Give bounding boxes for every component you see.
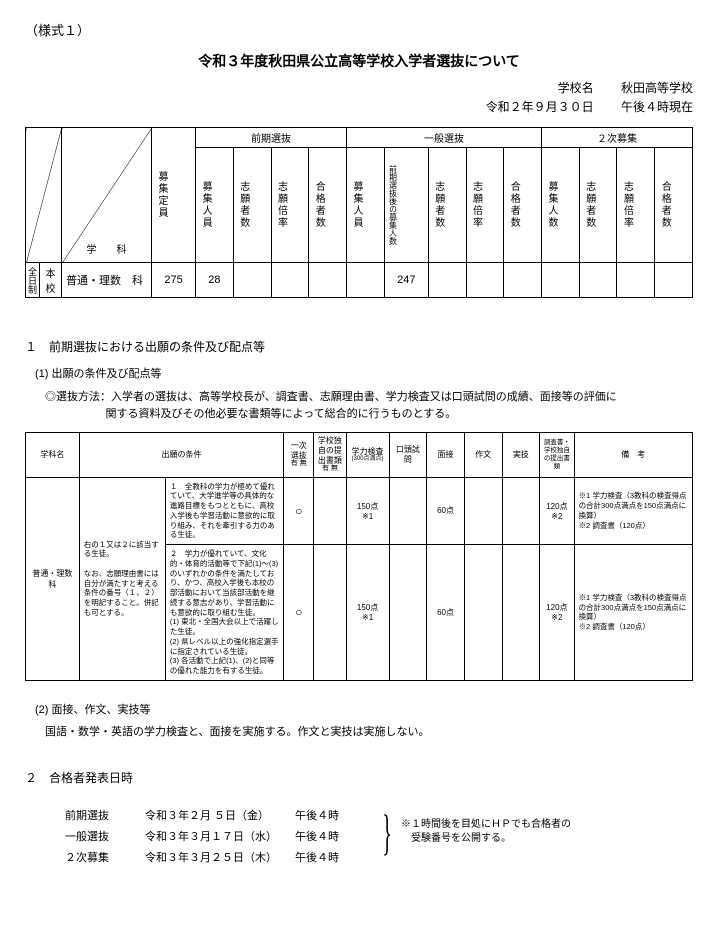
sched-name-2: ２次募集: [65, 848, 145, 869]
cond-row-1: 普通・理数科 右の１又は２に該当する生徒。 なお、志願理由書には自分が満たすと考…: [26, 477, 693, 545]
method-l1: 入学者の選抜は、高等学校長が、調査書、志願理由書、学力検査又は口頭試問の成績、面…: [111, 391, 617, 403]
ch-jitsugi: 実技: [502, 433, 540, 477]
bracket-text: ※１時間後を目処にＨＰでも合格者の 受験番号を公開する。: [401, 818, 571, 846]
header-date: 令和２年９月３０日: [486, 100, 594, 114]
method-text: ◎選抜方法：入学者の選抜は、高等学校長が、調査書、志願理由書、学力検査又は口頭試…: [45, 389, 693, 422]
sched-date-2: 令和３年３月２５日（木）: [145, 848, 295, 869]
school-name: 秋田高等学校: [621, 79, 693, 98]
ch-koutou: 口頭試問: [389, 433, 427, 477]
cell-z-shigan: [233, 263, 271, 298]
ch-gakuryoku: 学力検査: [350, 447, 386, 457]
col-i-shigan: 志願者数: [431, 150, 446, 260]
schedule-block: 前期選抜 令和３年２月 ５日（金） 午後４時 一般選抜 令和３年３月１７日（水）…: [25, 796, 693, 869]
cell-i-bosyu: [347, 263, 385, 298]
col-n-shigan: 志願者数: [582, 150, 597, 260]
sched-time-0: 午後４時: [295, 806, 365, 827]
cond-r1-ichiji: ○: [284, 477, 314, 545]
cond-r1-chousa: 120点 ※2: [540, 477, 574, 545]
ch-sakubun: 作文: [464, 433, 502, 477]
cond-r1-jouken: １ 全教科の学力が極めて優れていて、大学進学等の具体的な進路目標をもつとともに、…: [165, 477, 283, 545]
cond-r2-ichiji: ○: [284, 545, 314, 681]
header-info: 学校名 秋田高等学校 令和２年９月３０日 午後４時現在: [25, 79, 693, 117]
cond-gakka-note: 右の１又は２に該当する生徒。 なお、志願理由書には自分が満たすと考える条件の番号…: [79, 477, 165, 680]
bracket-icon: }: [382, 807, 392, 857]
cond-r2-gakuryoku: 150点 ※1: [346, 545, 389, 681]
cell-z-goukaku: [309, 263, 347, 298]
cell-z-bairitsu: [271, 263, 309, 298]
cond-r2-bikou: ※1 学力検査（3教科の検査得点の合計300点満点を150点満点に換算） ※2 …: [574, 545, 692, 681]
cell-zen: 全日制: [26, 267, 39, 294]
col-z-goukaku: 合格者数: [311, 150, 326, 260]
sched-date-0: 令和３年２月 ５日（金）: [145, 806, 295, 827]
col-z-bairitsu: 志願倍率: [274, 150, 289, 260]
cell-z-bosyu: 28: [196, 263, 234, 298]
group-zenki: 前期選抜: [196, 128, 347, 148]
cond-r2-mensetsu: 60点: [427, 545, 465, 681]
col-n-bosyu: 募集人数: [544, 150, 559, 260]
ch-ichiji: 一次選抜: [287, 441, 310, 460]
ch-gakkodoc-sub: 有 無: [317, 465, 342, 473]
cond-r2-jouken: ２ 学力が優れていて、文化的・体育的活動等で下記(1)～(3)のいずれかの条件を…: [165, 545, 283, 681]
cell-n-shigan: [579, 263, 617, 298]
section1-heading: １ 前期選抜における出願の条件及び配点等: [25, 338, 693, 355]
cond-r2-chousa: 120点 ※2: [540, 545, 574, 681]
section1-sub2-heading: (2) 面接、作文、実技等: [35, 701, 693, 717]
cell-teiin: 275: [152, 263, 196, 298]
form-number: （様式１）: [25, 20, 693, 39]
group-niji: ２次募集: [542, 128, 693, 148]
table-row: 全日制 本校 普通・理数 科 275 28 247: [26, 263, 693, 298]
ch-chousa: 調査書・学校独自の提出書類: [540, 433, 574, 477]
sched-row-1: 一般選抜 令和３年３月１７日（水） 午後４時: [65, 827, 365, 848]
col-n-bairitsu: 志願倍率: [619, 150, 634, 260]
section1-sub1-heading: (1) 出願の条件及び配点等: [35, 365, 693, 381]
cond-r1-bikou: ※1 学力検査（3教科の検査得点の合計300点満点を150点満点に換算） ※2 …: [574, 477, 692, 545]
section2-heading: ２ 合格者発表日時: [25, 769, 693, 786]
page-title: 令和３年度秋田県公立高等学校入学者選抜について: [25, 51, 693, 71]
col-i-bairitsu: 志願倍率: [469, 150, 484, 260]
cond-r1-mensetsu: 60点: [427, 477, 465, 545]
cell-honkou: 本校: [40, 263, 62, 298]
sched-row-2: ２次募集 令和３年３月２５日（木） 午後４時: [65, 848, 365, 869]
cell-dept: 普通・理数 科: [62, 263, 152, 298]
ch-bikou: 備 考: [574, 433, 692, 477]
ch-gakka: 学科名: [26, 433, 80, 477]
cell-i-shigan: [428, 263, 466, 298]
sched-name-1: 一般選抜: [65, 827, 145, 848]
cell-n-goukaku: [655, 263, 693, 298]
cell-n-bairitsu: [617, 263, 655, 298]
cell-i-bairitsu: [466, 263, 504, 298]
sched-name-0: 前期選抜: [65, 806, 145, 827]
cond-gakka: 普通・理数科: [26, 477, 80, 680]
main-table: 学 科 募集定員 前期選抜 一般選抜 ２次募集 募集人員 志願者数 志願倍率 合…: [25, 127, 693, 298]
condition-table: 学科名 出願の条件 一次選抜有 無 学校独自の提出書類有 無 学力検査(300点…: [25, 432, 693, 680]
ch-gakuryoku-pts: (300点満点): [350, 456, 386, 463]
col-i-after: 前期選抜後の募集人数: [387, 150, 398, 260]
col-z-shigan: 志願者数: [236, 150, 251, 260]
cell-i-goukaku: [504, 263, 542, 298]
method-label: ◎選抜方法：: [45, 391, 111, 403]
col-teiin: 募集定員: [154, 140, 169, 250]
header-time: 午後４時現在: [621, 100, 693, 114]
sched-row-0: 前期選抜 令和３年２月 ５日（金） 午後４時: [65, 806, 365, 827]
col-i-bosyu: 募集人員: [349, 150, 364, 260]
sched-time-1: 午後４時: [295, 827, 365, 848]
col-i-goukaku: 合格者数: [506, 150, 521, 260]
cell-n-bosyu: [542, 263, 580, 298]
bracket-note: } ※１時間後を目処にＨＰでも合格者の 受験番号を公開する。: [375, 807, 571, 857]
col-z-bosyu: 募集人員: [198, 150, 213, 260]
sched-date-1: 令和３年３月１７日（水）: [145, 827, 295, 848]
ch-mensetsu: 面接: [427, 433, 465, 477]
cond-r1-gakuryoku: 150点 ※1: [346, 477, 389, 545]
method-l2: 関する資料及びその他必要な書類等によって総合的に行うものとする。: [45, 406, 693, 423]
group-ippan: 一般選抜: [347, 128, 542, 148]
ch-gakkodoc: 学校独自の提出書類: [317, 436, 342, 465]
col-n-goukaku: 合格者数: [657, 150, 672, 260]
ch-ichiji-sub: 有 無: [287, 460, 310, 468]
school-label: 学校名: [558, 79, 594, 98]
ch-jouken: 出願の条件: [79, 433, 283, 477]
section1-sub2-text: 国語・数学・英語の学力検査と、面接を実施する。作文と実技は実施しない。: [45, 723, 693, 739]
sched-time-2: 午後４時: [295, 848, 365, 869]
cell-i-after: 247: [384, 263, 428, 298]
col-dept: 学 科: [87, 241, 127, 256]
